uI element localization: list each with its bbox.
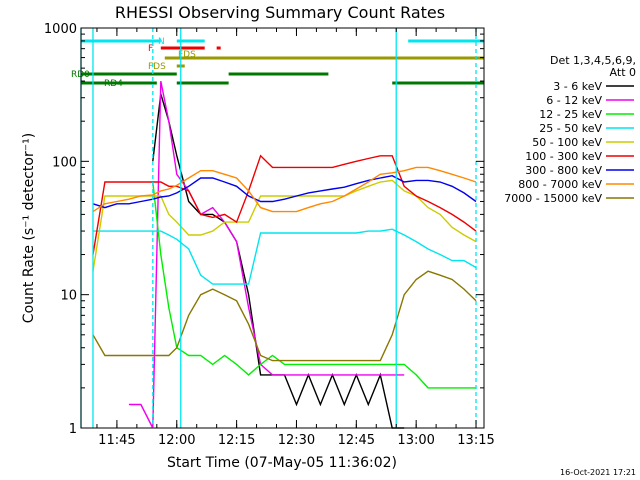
series-line-2 — [152, 181, 476, 389]
y-axis-label: Count Rate (s⁻¹ detector⁻¹) — [21, 133, 37, 323]
legend-label-5: 100 - 300 keV — [525, 150, 602, 163]
y-tick-label-0: 1 — [69, 422, 77, 437]
flag-label-3: FDS — [148, 62, 166, 72]
legend-header-1: Att 0 — [610, 66, 636, 79]
series-group — [92, 80, 477, 429]
legend-label-3: 25 - 50 keV — [539, 122, 602, 135]
x-tick-label-1: 12:00 — [158, 433, 195, 448]
axes: 11:45 12:00 12:15 12:30 12:45 13:00 13:15 1 10 10… — [44, 22, 495, 448]
legend-label-2: 12 - 25 keV — [539, 108, 602, 121]
plot-frame — [80, 27, 485, 429]
legend-label-8: 7000 - 15000 keV — [504, 192, 602, 205]
x-axis-label: Start Time (07-May-05 11:36:02) — [167, 455, 397, 471]
y-tick-label-3: 1000 — [44, 22, 77, 37]
legend-header-0: Det 1,3,4,5,6,9, — [550, 54, 636, 67]
x-tick-label-4: 12:45 — [338, 433, 375, 448]
x-tick-label-2: 12:15 — [218, 433, 255, 448]
flag-label-1: F — [148, 44, 153, 54]
flag-label-2: FDS — [178, 50, 196, 60]
x-tick-label-5: 13:00 — [397, 433, 434, 448]
legend-label-1: 6 - 12 keV — [546, 94, 602, 107]
flag-bars: NFFDSFDSRD0RD4 — [71, 37, 484, 89]
legend-label-0: 3 - 6 keV — [553, 80, 602, 93]
x-tick-label-6: 13:15 — [457, 433, 494, 448]
series-line-3 — [93, 228, 477, 285]
flag-label-0: N — [158, 37, 165, 47]
chart-title: RHESSI Observing Summary Count Rates — [115, 3, 445, 22]
legend-label-6: 300 - 800 keV — [525, 164, 602, 177]
footer-timestamp: 16-Oct-2021 17:21 — [560, 468, 636, 477]
x-tick-label-3: 12:30 — [278, 433, 315, 448]
legend-label-7: 800 - 7000 keV — [518, 178, 602, 191]
legend-label-4: 50 - 100 keV — [532, 136, 602, 149]
y-tick-label-1: 10 — [60, 289, 77, 304]
y-tick-label-2: 100 — [52, 155, 77, 170]
series-line-5 — [92, 154, 477, 255]
series-line-7 — [92, 166, 477, 213]
flag-label-5: RD4 — [104, 79, 123, 89]
series-line-8 — [92, 270, 477, 362]
series-line-6 — [92, 174, 477, 209]
x-tick-label-0: 11:45 — [98, 433, 135, 448]
series-line-4 — [92, 179, 477, 272]
